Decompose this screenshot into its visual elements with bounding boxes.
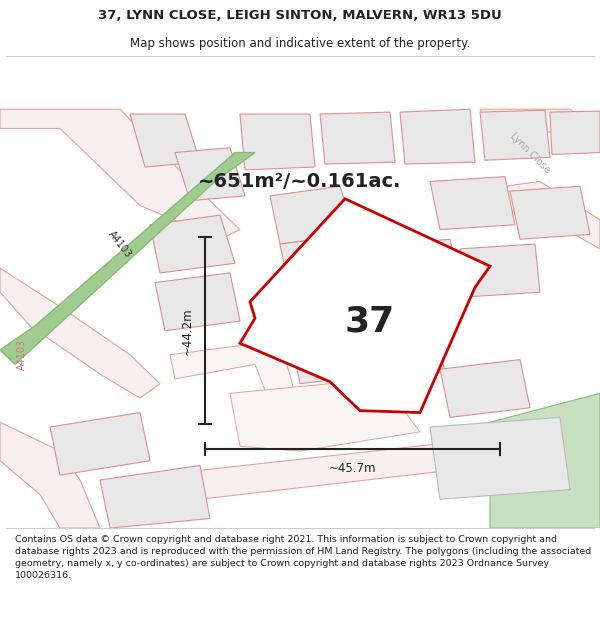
Text: A4103: A4103 xyxy=(106,229,134,259)
Polygon shape xyxy=(130,114,200,167)
Polygon shape xyxy=(270,186,355,244)
Text: Map shows position and indicative extent of the property.: Map shows position and indicative extent… xyxy=(130,38,470,51)
Text: 37: 37 xyxy=(345,304,395,338)
Text: 37, LYNN CLOSE, LEIGH SINTON, MALVERN, WR13 5DU: 37, LYNN CLOSE, LEIGH SINTON, MALVERN, W… xyxy=(98,9,502,22)
Polygon shape xyxy=(0,152,255,364)
Polygon shape xyxy=(470,181,600,249)
Polygon shape xyxy=(430,418,570,499)
Polygon shape xyxy=(175,148,245,201)
Polygon shape xyxy=(200,422,490,499)
Polygon shape xyxy=(0,109,240,239)
Polygon shape xyxy=(460,244,540,297)
Polygon shape xyxy=(430,177,515,229)
Text: ~651m²/~0.161ac.: ~651m²/~0.161ac. xyxy=(198,172,402,191)
Polygon shape xyxy=(240,199,490,412)
Polygon shape xyxy=(440,359,530,418)
Polygon shape xyxy=(100,466,210,528)
Text: A4103: A4103 xyxy=(17,339,27,371)
Polygon shape xyxy=(155,273,240,331)
Polygon shape xyxy=(280,234,365,292)
Polygon shape xyxy=(400,109,475,164)
Polygon shape xyxy=(0,268,160,398)
Polygon shape xyxy=(230,379,420,451)
Polygon shape xyxy=(390,239,460,292)
Polygon shape xyxy=(240,114,315,170)
Polygon shape xyxy=(480,109,600,152)
Polygon shape xyxy=(480,110,550,160)
Polygon shape xyxy=(150,215,235,273)
Polygon shape xyxy=(320,112,395,164)
Polygon shape xyxy=(0,422,100,528)
Text: ~45.7m: ~45.7m xyxy=(329,462,376,475)
Polygon shape xyxy=(365,324,445,379)
Text: Lynn Close: Lynn Close xyxy=(508,131,552,174)
Polygon shape xyxy=(50,412,150,475)
Text: Contains OS data © Crown copyright and database right 2021. This information is : Contains OS data © Crown copyright and d… xyxy=(15,535,591,581)
Polygon shape xyxy=(490,393,600,528)
Text: ~44.2m: ~44.2m xyxy=(181,307,193,354)
Polygon shape xyxy=(170,341,295,403)
Polygon shape xyxy=(550,111,600,154)
Polygon shape xyxy=(290,326,380,384)
Polygon shape xyxy=(510,186,590,239)
